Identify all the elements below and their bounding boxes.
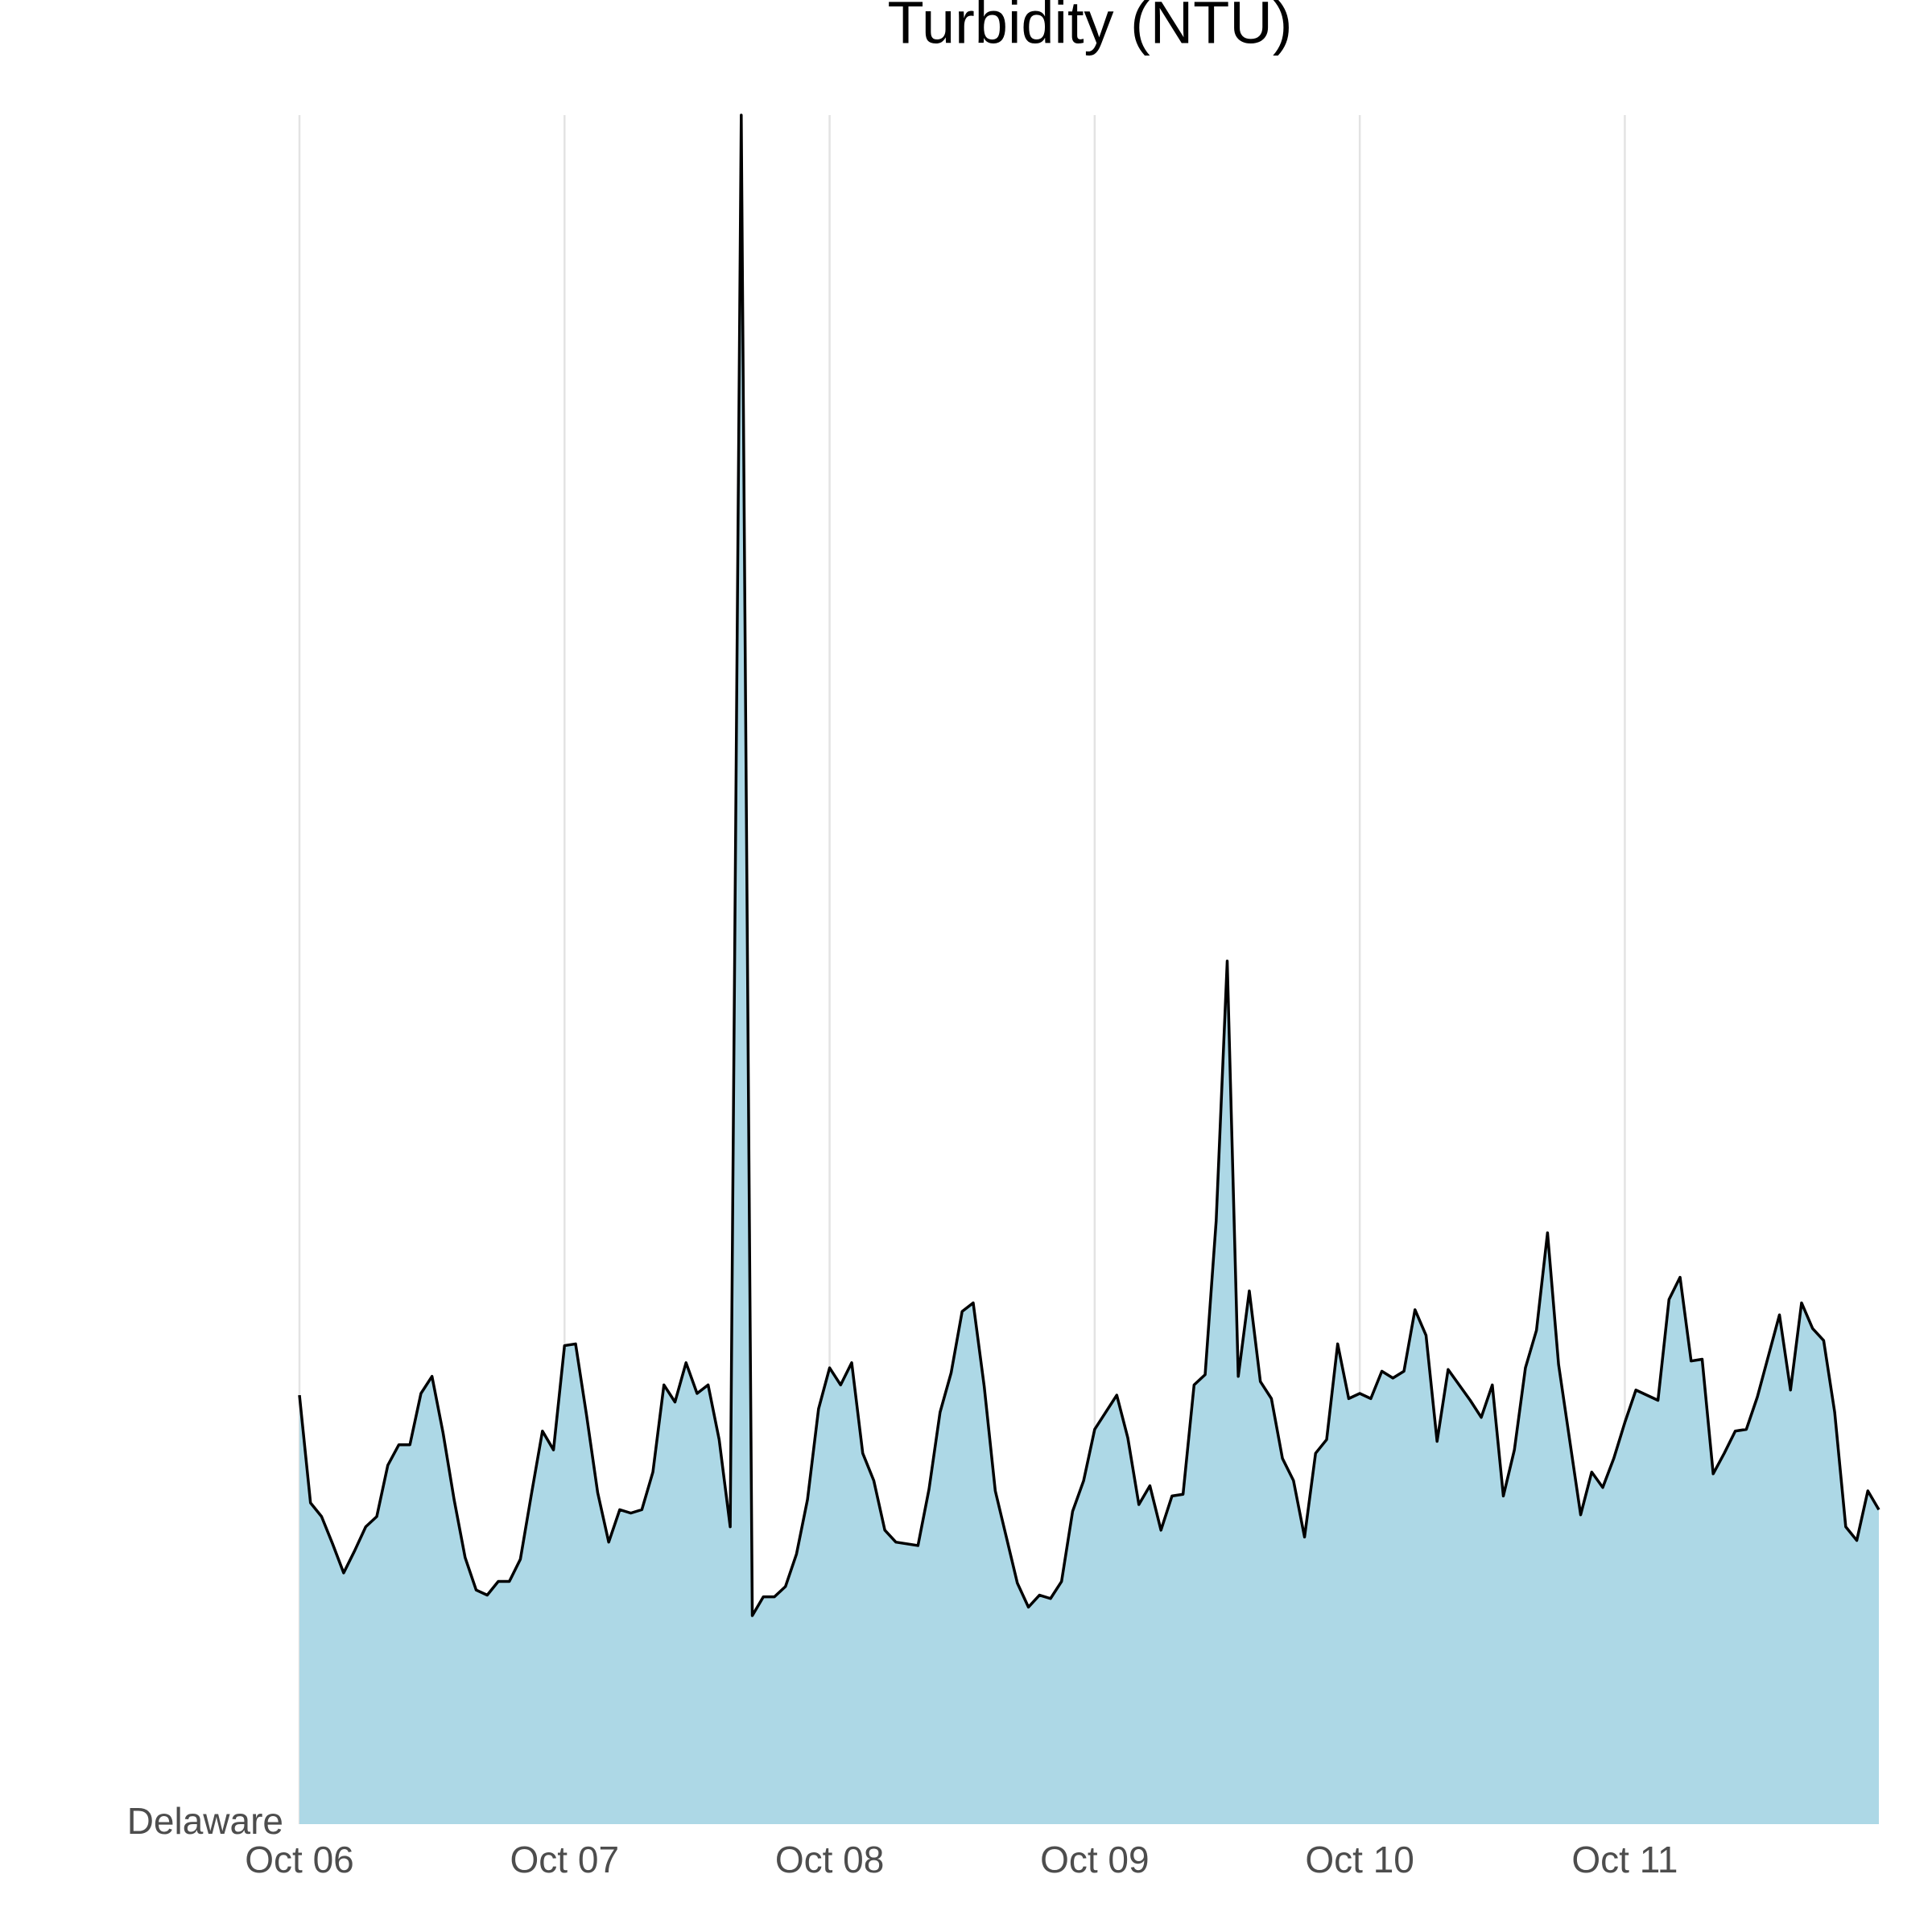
area: [299, 115, 1879, 1824]
x-tick-label: Oct 07: [510, 1839, 620, 1880]
x-tick-label: Oct 06: [245, 1839, 354, 1880]
x-tick-label: Oct 08: [775, 1839, 885, 1880]
x-tick-label: Oct 10: [1305, 1839, 1414, 1880]
chart-title: Turbidity (NTU): [888, 0, 1293, 56]
y-category-label: Delaware: [127, 1800, 283, 1842]
line: [298, 114, 1880, 1617]
x-tick-label: Oct 11: [1571, 1839, 1678, 1880]
x-tick-label: Oct 09: [1040, 1839, 1150, 1880]
